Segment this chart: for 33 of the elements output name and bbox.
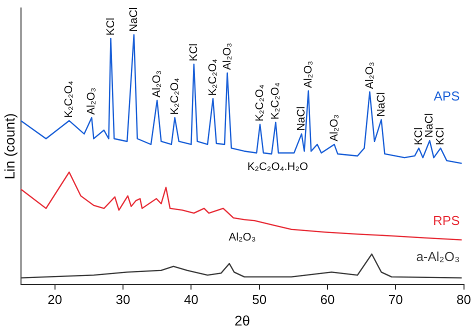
annotation: KCl [104, 18, 117, 36]
annotation: NaCl [375, 92, 388, 117]
annotation: Al₂O₃ [302, 60, 314, 88]
y-axis-title: Lin (count) [1, 113, 18, 180]
annotation: Al₂O₃ [228, 232, 256, 244]
annotation: K₂C₂O₄ [207, 58, 220, 96]
annotation: Al₂O₃ [86, 88, 98, 115]
annotation: Al₂O₃ [364, 62, 376, 89]
annotation: NaCl [424, 113, 436, 138]
annotation: Al₂O₃ [328, 114, 340, 142]
text: APS [434, 88, 460, 104]
annotation: NaCl [296, 106, 308, 131]
annotation: K₂C₂O₄ [63, 80, 76, 118]
x-tick-label: 70 [388, 292, 403, 307]
annotation: KCl [188, 43, 200, 62]
annotation: K₂C₂O₄.H₂O [247, 161, 309, 174]
series-label: a-Al₂O₃ [416, 248, 460, 264]
x-tick-label: 80 [456, 292, 472, 307]
series-label: RPS [433, 212, 460, 228]
annotation: KCl [434, 127, 447, 146]
annotation: Al₂O₃ [221, 42, 234, 70]
annotation: Al₂O₃ [151, 70, 164, 98]
x-tick-label: 20 [48, 292, 62, 307]
annotation: NaCl [128, 7, 140, 32]
annotation: KCl [412, 127, 425, 146]
annotation: K₂C₂O₄ [270, 82, 282, 120]
annotation: K₂C₂O₄ [168, 77, 181, 115]
annotation: K₂C₂O₄ [254, 84, 266, 122]
x-axis-title: 2θ [234, 312, 250, 328]
x-tick-label: 50 [252, 292, 267, 307]
x-tick-label: 30 [116, 292, 130, 307]
x-tick-label: 60 [320, 292, 335, 307]
x-tick-label: 40 [184, 292, 198, 307]
